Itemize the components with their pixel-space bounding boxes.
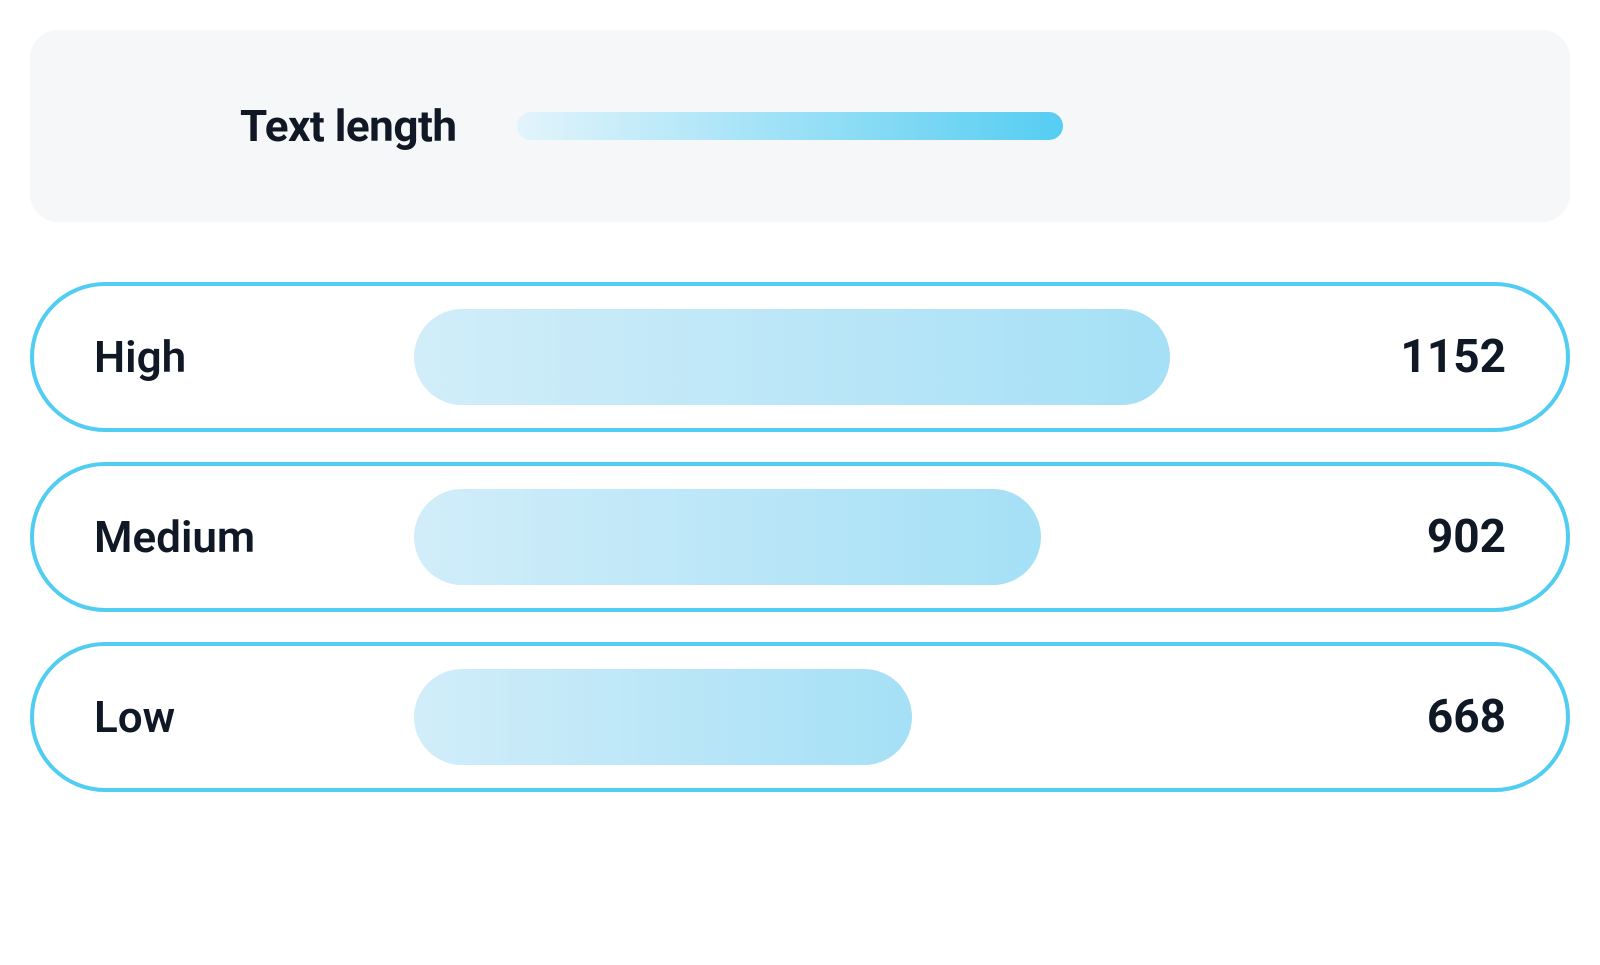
row-bar-fill	[414, 489, 1041, 585]
row-bar-track	[414, 466, 1336, 608]
row-label: Medium	[94, 511, 414, 563]
chart-rows: High 1152 Medium 902 Low 668	[30, 282, 1570, 792]
header-title: Text length	[240, 100, 457, 152]
row-label: High	[94, 331, 414, 383]
row-low: Low 668	[30, 642, 1570, 792]
row-value: 1152	[1336, 330, 1506, 384]
row-bar-fill	[414, 669, 912, 765]
row-medium: Medium 902	[30, 462, 1570, 612]
row-high: High 1152	[30, 282, 1570, 432]
header-card: Text length	[30, 30, 1570, 222]
row-bar-fill	[414, 309, 1170, 405]
row-value: 902	[1336, 510, 1506, 564]
row-label: Low	[94, 691, 414, 743]
header-bar-track	[517, 112, 1511, 140]
chart-canvas: Text length High 1152 Medium 902 Low 668	[0, 0, 1600, 792]
header-bar-fill	[517, 112, 1063, 140]
row-bar-track	[414, 286, 1336, 428]
row-bar-track	[414, 646, 1336, 788]
row-value: 668	[1336, 690, 1506, 744]
